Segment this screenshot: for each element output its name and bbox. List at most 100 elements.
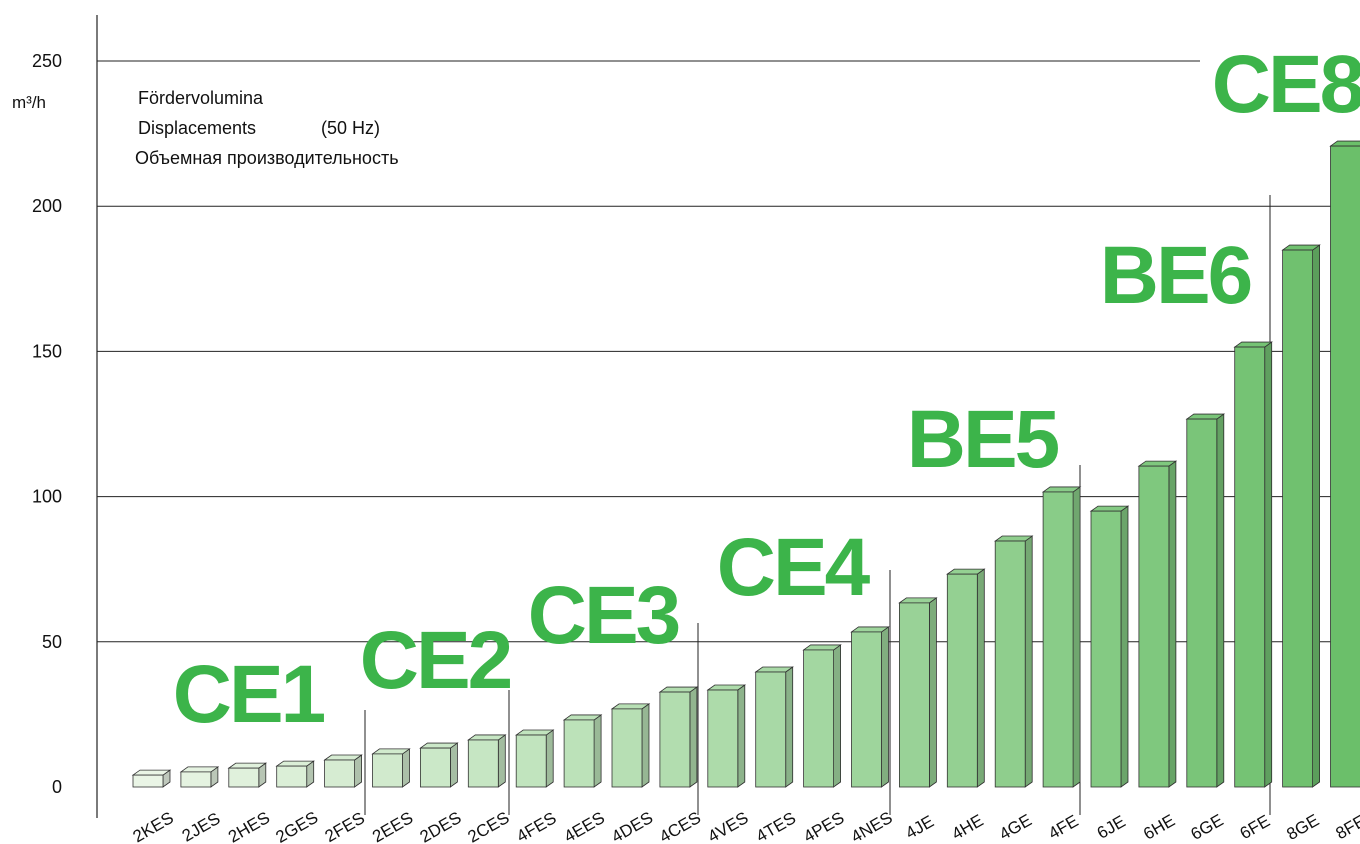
x-tick-label: 6HE — [1140, 811, 1178, 844]
group-label: CE8 — [1212, 39, 1360, 130]
bar-top — [514, 729, 555, 736]
y-tick-label: 150 — [32, 341, 62, 361]
bar-side-shade — [450, 743, 458, 787]
bar-side-shade — [1121, 506, 1128, 787]
x-tick-label: 2CES — [465, 808, 513, 844]
bar — [755, 671, 787, 788]
bar — [228, 767, 260, 788]
group-label: BE5 — [907, 394, 1059, 485]
x-tick-label: 2HES — [225, 808, 273, 844]
y-tick-label: 50 — [42, 632, 62, 652]
x-tick-label: 2GES — [273, 808, 322, 844]
y-tick-label: 100 — [32, 487, 62, 507]
bar — [132, 774, 164, 788]
y-unit: m³/h — [12, 93, 46, 112]
bar-top — [131, 769, 172, 776]
bar-top — [275, 760, 315, 767]
bar — [994, 540, 1026, 788]
group-label: CE4 — [717, 522, 871, 613]
bar-top — [227, 762, 268, 769]
bar — [803, 649, 834, 788]
bar — [276, 765, 308, 788]
bar-side-shade — [929, 597, 937, 787]
bar-side-shade — [354, 754, 362, 787]
bar — [467, 739, 499, 788]
bar-top — [658, 686, 699, 693]
bar-top — [419, 742, 459, 749]
x-tick-label: 4HE — [948, 811, 986, 844]
bar-top — [323, 754, 363, 761]
x-tick-label: 4FES — [513, 808, 559, 844]
bar — [1138, 465, 1170, 788]
bar — [515, 734, 547, 788]
y-tick-label: 0 — [52, 777, 62, 797]
bar-top — [754, 666, 794, 673]
legend-text: Fördervolumina — [138, 88, 264, 108]
bar-side-shade — [977, 569, 985, 787]
x-tick-label: 4FE — [1045, 811, 1082, 843]
bar — [1186, 418, 1218, 788]
bar-side-shade — [546, 730, 554, 787]
bar-side-shade — [258, 763, 266, 787]
bar — [1330, 145, 1360, 788]
bar-side-shade — [737, 685, 745, 787]
bar-top — [1281, 244, 1321, 251]
bar-side-shade — [1073, 486, 1081, 787]
bar — [1234, 346, 1266, 788]
bar-side-shade — [1312, 245, 1320, 787]
bar-top — [706, 684, 747, 691]
bar-top — [562, 714, 603, 721]
group-label: CE2 — [360, 615, 511, 706]
bar-top — [610, 703, 651, 710]
bar-top — [802, 644, 842, 651]
bar — [707, 689, 739, 788]
bar-side-shade — [306, 761, 314, 787]
x-tick-label: 4PES — [800, 808, 847, 844]
bar — [563, 719, 595, 788]
bar — [946, 573, 978, 788]
bar-side-shade — [594, 714, 602, 787]
bar — [899, 602, 930, 788]
bar-side-shade — [402, 748, 410, 787]
x-tick-label: 2JES — [179, 809, 224, 844]
bar-side-shade — [833, 644, 841, 787]
bar-side-shade — [689, 687, 697, 787]
x-tick-label: 6JE — [1094, 812, 1129, 843]
bar-side-shade — [785, 667, 793, 787]
bar-top — [179, 766, 220, 773]
bar — [851, 631, 882, 788]
x-tick-label: 2FES — [322, 808, 368, 844]
x-tick-label: 2EES — [369, 808, 416, 844]
bar — [659, 691, 691, 788]
x-tick-label: 4JE — [902, 812, 937, 843]
x-tick-label: 2DES — [417, 808, 465, 844]
x-tick-label: 4EES — [561, 808, 608, 844]
x-tick-label: 4VES — [704, 808, 751, 844]
x-tick-label: 6GE — [1188, 811, 1227, 844]
bar-side-shade — [1168, 461, 1176, 787]
bar-side-shade — [210, 766, 218, 787]
bar — [180, 771, 212, 788]
x-tick-label: 6FE — [1237, 811, 1274, 843]
x-tick-label: 4GE — [996, 811, 1035, 844]
bar — [324, 759, 356, 788]
x-tick-label: 8GE — [1283, 811, 1322, 844]
bar-top — [898, 597, 938, 604]
bar-side-shade — [1025, 536, 1033, 787]
bar-top — [993, 535, 1034, 542]
bar-side-shade — [498, 734, 506, 787]
bar-side-shade — [642, 703, 649, 787]
x-tick-label: 4TES — [753, 808, 799, 844]
group-label: CE1 — [173, 649, 325, 740]
group-label: CE3 — [528, 570, 679, 661]
bar-top — [371, 748, 411, 755]
y-tick-label: 200 — [32, 196, 62, 216]
y-tick-label: 250 — [32, 51, 62, 71]
bar-top — [1041, 486, 1082, 493]
bar-side-shade — [1264, 342, 1272, 787]
bar-side-shade — [881, 626, 889, 787]
group-label: BE6 — [1100, 230, 1251, 321]
bar-top — [1137, 460, 1178, 467]
bar-top — [1329, 140, 1360, 147]
